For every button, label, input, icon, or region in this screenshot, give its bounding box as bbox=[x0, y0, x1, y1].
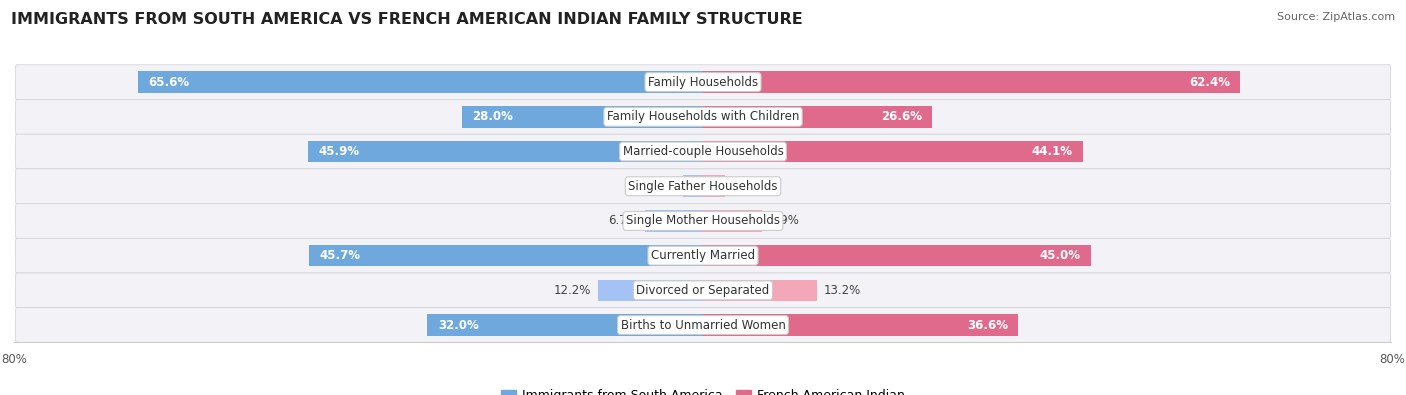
Bar bbox=[645, 210, 703, 232]
Text: Source: ZipAtlas.com: Source: ZipAtlas.com bbox=[1277, 12, 1395, 22]
Text: Divorced or Separated: Divorced or Separated bbox=[637, 284, 769, 297]
Bar bbox=[703, 175, 725, 197]
FancyBboxPatch shape bbox=[15, 100, 1391, 134]
Text: 2.3%: 2.3% bbox=[647, 180, 676, 193]
Text: 2.6%: 2.6% bbox=[733, 180, 762, 193]
Bar bbox=[703, 106, 932, 128]
Text: Single Mother Households: Single Mother Households bbox=[626, 214, 780, 228]
Text: 32.0%: 32.0% bbox=[437, 318, 478, 331]
Text: 36.6%: 36.6% bbox=[967, 318, 1008, 331]
Text: Currently Married: Currently Married bbox=[651, 249, 755, 262]
Text: 65.6%: 65.6% bbox=[149, 75, 190, 88]
Bar bbox=[703, 210, 762, 232]
Text: 26.6%: 26.6% bbox=[880, 110, 922, 123]
Text: IMMIGRANTS FROM SOUTH AMERICA VS FRENCH AMERICAN INDIAN FAMILY STRUCTURE: IMMIGRANTS FROM SOUTH AMERICA VS FRENCH … bbox=[11, 12, 803, 27]
Bar bbox=[703, 245, 1091, 266]
Text: Family Households with Children: Family Households with Children bbox=[607, 110, 799, 123]
Bar bbox=[703, 71, 1240, 93]
Bar bbox=[309, 245, 703, 266]
Bar bbox=[703, 280, 817, 301]
Text: 6.7%: 6.7% bbox=[609, 214, 638, 228]
Bar bbox=[598, 280, 703, 301]
FancyBboxPatch shape bbox=[15, 65, 1391, 100]
Text: Family Households: Family Households bbox=[648, 75, 758, 88]
Bar bbox=[308, 141, 703, 162]
Bar bbox=[461, 106, 703, 128]
Text: 62.4%: 62.4% bbox=[1189, 75, 1230, 88]
Text: 13.2%: 13.2% bbox=[824, 284, 860, 297]
Bar bbox=[703, 314, 1018, 336]
Text: Married-couple Households: Married-couple Households bbox=[623, 145, 783, 158]
Text: Single Father Households: Single Father Households bbox=[628, 180, 778, 193]
Text: 45.7%: 45.7% bbox=[319, 249, 361, 262]
Text: 44.1%: 44.1% bbox=[1032, 145, 1073, 158]
Text: 6.9%: 6.9% bbox=[769, 214, 799, 228]
FancyBboxPatch shape bbox=[15, 203, 1391, 238]
Text: Births to Unmarried Women: Births to Unmarried Women bbox=[620, 318, 786, 331]
Bar bbox=[138, 71, 703, 93]
FancyBboxPatch shape bbox=[15, 308, 1391, 342]
Bar bbox=[427, 314, 703, 336]
FancyBboxPatch shape bbox=[15, 238, 1391, 273]
Legend: Immigrants from South America, French American Indian: Immigrants from South America, French Am… bbox=[496, 384, 910, 395]
Bar bbox=[703, 141, 1083, 162]
FancyBboxPatch shape bbox=[15, 169, 1391, 203]
Text: 45.9%: 45.9% bbox=[318, 145, 359, 158]
Text: 28.0%: 28.0% bbox=[472, 110, 513, 123]
FancyBboxPatch shape bbox=[15, 134, 1391, 169]
Text: 45.0%: 45.0% bbox=[1039, 249, 1080, 262]
Bar bbox=[683, 175, 703, 197]
FancyBboxPatch shape bbox=[15, 273, 1391, 308]
Text: 12.2%: 12.2% bbox=[554, 284, 591, 297]
